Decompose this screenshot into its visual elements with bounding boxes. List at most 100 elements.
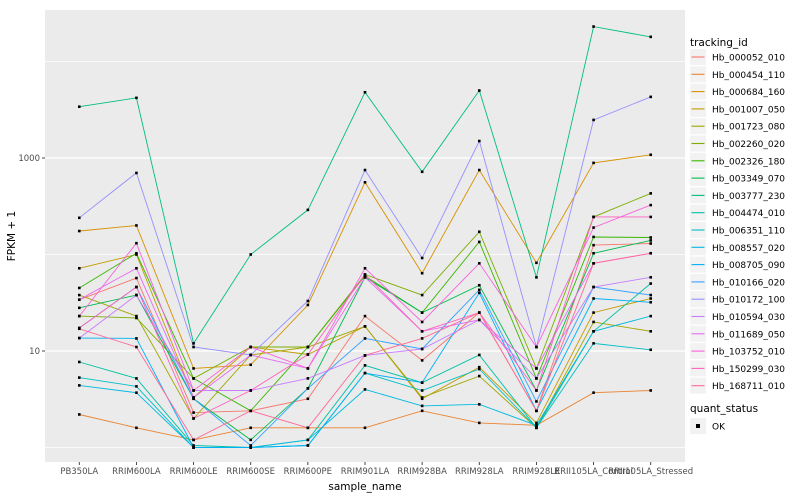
legend-entry-Hb_002260_020: Hb_002260_020 [690, 135, 785, 152]
data-point-Hb_001723_080 [135, 314, 138, 318]
data-point-Hb_010166_020 [649, 293, 653, 297]
data-point-Hb_010594_030 [420, 347, 424, 351]
legend-entry-Hb_010166_020: Hb_010166_020 [690, 273, 785, 290]
data-point-Hb_008557_020 [77, 384, 81, 387]
data-point-Hb_010172_100 [649, 95, 653, 99]
legend-entry-Hb_000052_010: Hb_000052_010 [690, 49, 785, 65]
data-point-Hb_001723_080 [77, 293, 81, 297]
legend-label: Hb_002260_020 [712, 140, 785, 150]
data-point-Hb_000052_010 [649, 242, 653, 245]
legend-entry-Hb_006351_110: Hb_006351_110 [690, 222, 785, 238]
data-point-Hb_006351_110 [535, 426, 538, 430]
data-point-Hb_003777_230 [192, 342, 195, 345]
data-point-Hb_010172_100 [306, 299, 310, 303]
data-point-Hb_000052_010 [192, 411, 195, 414]
data-point-Hb_006351_110 [592, 342, 595, 345]
data-point-Hb_103752_010 [192, 389, 195, 392]
data-point-Hb_150299_030 [135, 285, 138, 289]
data-point-Hb_168711_010 [363, 354, 367, 357]
data-point-Hb_003349_070 [249, 438, 253, 442]
data-point-Hb_000684_160 [477, 168, 481, 172]
legend-label: Hb_006351_110 [712, 227, 785, 237]
data-point-Hb_168711_010 [535, 409, 538, 413]
data-point-Hb_011689_050 [135, 266, 138, 270]
data-point-Hb_008705_090 [306, 444, 310, 447]
legend-entry-Hb_002326_180: Hb_002326_180 [690, 152, 785, 169]
data-point-Hb_010172_100 [363, 168, 367, 172]
x-tick-label-RRIM928LE: RRIM928LE [512, 467, 560, 477]
data-point-Hb_006351_110 [649, 348, 653, 352]
series-lines [77, 25, 653, 449]
legend-entry-Hb_168711_010: Hb_168711_010 [690, 377, 785, 394]
legend-entry-Hb_004474_010: Hb_004474_010 [690, 204, 785, 221]
legend-label: Hb_000052_010 [712, 54, 785, 64]
legend-label: Hb_004474_010 [712, 209, 785, 219]
data-point-Hb_006351_110 [477, 367, 481, 371]
legend-label: Hb_103752_010 [712, 348, 785, 358]
legend-entry-Hb_003777_230: Hb_003777_230 [690, 187, 785, 204]
data-point-Hb_010594_030 [535, 377, 538, 380]
y-tick-label: 1000 [18, 154, 40, 164]
data-point-Hb_008557_020 [135, 391, 138, 394]
data-point-Hb_168711_010 [77, 327, 81, 331]
data-point-Hb_003777_230 [306, 208, 310, 212]
legend-label: Hb_168711_010 [712, 382, 785, 392]
data-point-Hb_103752_010 [249, 345, 253, 349]
legend-label: Hb_001723_080 [712, 123, 785, 133]
data-point-Hb_150299_030 [249, 389, 253, 392]
x-tick-label-RRII105LA_Control: RRII105LA_Control [554, 467, 633, 477]
legend-label: Hb_001007_050 [712, 105, 785, 115]
legend-entry-Hb_008705_090: Hb_008705_090 [690, 256, 785, 273]
data-point-Hb_003777_230 [592, 25, 595, 28]
data-point-Hb_004474_010 [477, 353, 481, 357]
data-point-Hb_008557_020 [420, 404, 424, 408]
data-point-Hb_000454_110 [649, 389, 653, 392]
legend-entry-Hb_103752_010: Hb_103752_010 [690, 343, 785, 360]
legend-label: Hb_008705_090 [712, 261, 785, 271]
data-point-Hb_003777_230 [363, 90, 367, 94]
data-point-Hb_008557_020 [477, 403, 481, 406]
data-point-Hb_004474_010 [192, 444, 195, 447]
data-point-Hb_002260_020 [477, 230, 481, 234]
data-point-Hb_003349_070 [420, 311, 424, 314]
data-point-Hb_103752_010 [420, 320, 424, 324]
data-point-Hb_103752_010 [592, 226, 595, 229]
data-point-Hb_000684_160 [649, 153, 653, 157]
data-point-Hb_103752_010 [535, 345, 538, 349]
data-point-Hb_000052_010 [135, 276, 138, 280]
data-point-Hb_168711_010 [192, 438, 195, 442]
data-point-Hb_008705_090 [477, 291, 481, 295]
data-point-Hb_000454_110 [477, 421, 481, 425]
data-point-Hb_168711_010 [249, 409, 253, 413]
data-point-Hb_002326_180 [306, 345, 310, 349]
data-point-Hb_011689_050 [477, 318, 481, 322]
data-point-Hb_000684_160 [135, 224, 138, 227]
data-point-Hb_150299_030 [592, 215, 595, 219]
data-point-Hb_150299_030 [649, 215, 653, 219]
data-point-Hb_150299_030 [535, 389, 538, 392]
data-point-Hb_008705_090 [135, 337, 138, 340]
data-point-Hb_008557_020 [592, 330, 595, 333]
data-point-Hb_003349_070 [77, 306, 81, 310]
data-point-Hb_000684_160 [192, 367, 195, 370]
legend-label: Hb_000454_110 [712, 71, 785, 81]
data-point-Hb_001007_050 [77, 266, 81, 270]
data-point-Hb_003349_070 [477, 283, 481, 287]
x-tick-label-PB350LA: PB350LA [60, 467, 98, 477]
plot-panel [45, 10, 685, 462]
data-point-Hb_003349_070 [592, 251, 595, 255]
x-axis-title: sample_name [328, 481, 401, 493]
y-axis-title: FPKM + 1 [6, 211, 18, 261]
data-point-Hb_103752_010 [363, 266, 367, 270]
data-point-Hb_000684_160 [77, 229, 81, 233]
data-point-Hb_001007_050 [649, 297, 653, 300]
data-point-Hb_000052_010 [592, 243, 595, 247]
data-point-Hb_002326_180 [649, 236, 653, 239]
data-point-Hb_001007_050 [535, 421, 538, 425]
data-point-Hb_010166_020 [535, 400, 538, 403]
data-point-Hb_150299_030 [192, 417, 195, 420]
legend-label: Hb_002326_180 [712, 157, 785, 167]
data-point-Hb_010594_030 [592, 285, 595, 289]
